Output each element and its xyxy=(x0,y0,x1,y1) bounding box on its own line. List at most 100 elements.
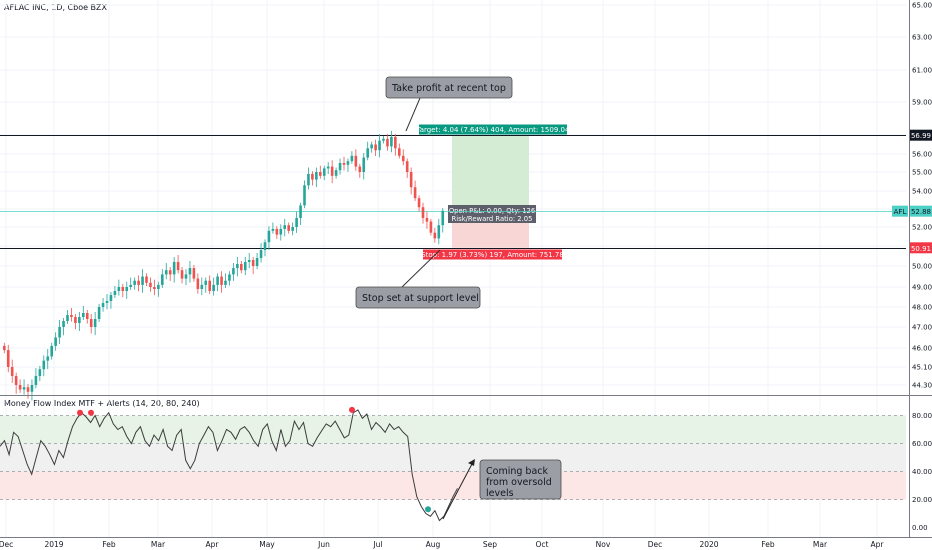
callout-stop-text: Stop set at support level xyxy=(362,293,479,304)
price-tick-label: 61.00 xyxy=(912,67,932,75)
candle-body xyxy=(398,148,401,156)
x-tick-label: Dec xyxy=(0,540,13,549)
price-tick-label: 52.00 xyxy=(912,224,932,232)
candle-body xyxy=(133,280,136,285)
candle-body xyxy=(409,172,413,188)
candle-body xyxy=(6,350,10,367)
candle-body xyxy=(429,221,433,233)
candle-body xyxy=(267,230,271,243)
candle-body xyxy=(413,187,417,199)
candle-body xyxy=(251,260,255,266)
info-line-1: Open P&L: 0.00, Qty: 126 xyxy=(449,207,535,215)
price-tick-label: 46.00 xyxy=(912,345,932,353)
chart-title: AFLAC INC, 1D, Cboe BZX xyxy=(4,3,107,12)
candle-body xyxy=(30,385,34,392)
candle-body xyxy=(271,228,275,231)
candle-body xyxy=(401,155,405,162)
candle-body xyxy=(58,327,61,338)
candle-body xyxy=(85,313,89,319)
candle-body xyxy=(362,157,366,172)
callout-oversold-text: from oversold xyxy=(486,477,552,488)
candle-body xyxy=(236,264,239,269)
candle-body xyxy=(334,170,338,176)
mfi-tick-label: 0.00 xyxy=(912,524,928,532)
x-tick-label: Feb xyxy=(102,540,116,549)
candle-body xyxy=(433,232,437,239)
level-label-top-bg xyxy=(910,129,932,141)
candle-body xyxy=(18,385,22,390)
candle-body xyxy=(243,262,247,271)
candle-body xyxy=(441,210,445,226)
callout-oversold-text: levels xyxy=(486,488,514,499)
price-tick-label: 59.00 xyxy=(912,99,932,107)
candle-body xyxy=(157,284,160,289)
candle-body xyxy=(417,198,421,208)
candle-body xyxy=(228,274,231,281)
candle-body xyxy=(176,262,180,271)
horizontal-lines xyxy=(0,135,906,249)
price-tick-label: 49.00 xyxy=(912,284,932,292)
candle-body xyxy=(425,218,429,222)
price-tick-label: 48.00 xyxy=(912,304,932,312)
candle-body xyxy=(105,301,109,303)
mfi-marker xyxy=(77,409,83,416)
position-tool: Target: 4.04 (7.64%) 404, Amount: 1509.0… xyxy=(416,124,570,260)
x-tick-label: Feb xyxy=(761,540,775,549)
candle-body xyxy=(421,207,425,218)
x-tick-label: Nov xyxy=(596,540,611,549)
mfi-tick-label: 80.00 xyxy=(912,412,932,420)
info-line-2: Risk/Reward Ratio: 2.05 xyxy=(452,215,533,223)
candle-body xyxy=(370,144,373,149)
candle-body xyxy=(283,225,287,229)
candle-body xyxy=(275,228,279,235)
candle-body xyxy=(212,284,215,291)
candle-body xyxy=(405,161,409,172)
neutral-zone xyxy=(0,443,906,472)
candle-body xyxy=(38,369,42,376)
candle-body xyxy=(161,274,164,285)
price-tick-label: 50.00 xyxy=(912,263,932,271)
overbought-zone xyxy=(0,415,906,444)
candle-body xyxy=(319,172,322,176)
level-label-top: 56.99 xyxy=(911,132,931,140)
candle-body xyxy=(42,360,46,370)
candle-body xyxy=(97,307,101,319)
candle-body xyxy=(14,376,18,385)
x-tick-label: Aug xyxy=(426,540,441,549)
mfi-zones xyxy=(0,415,906,500)
callouts: Take profit at recent top Stop set at sup… xyxy=(355,76,562,520)
candle-body xyxy=(315,172,318,180)
candles xyxy=(3,130,445,401)
x-tick-label: Sep xyxy=(483,540,497,549)
level-label-bottom: 50.91 xyxy=(911,245,931,253)
candle-body xyxy=(141,276,144,285)
callout-pointer xyxy=(401,249,441,288)
candle-body xyxy=(311,173,314,180)
candle-body xyxy=(224,280,227,285)
candle-body xyxy=(196,278,200,289)
callout-oversold-box xyxy=(479,459,562,500)
candle-body xyxy=(34,376,38,385)
candle-body xyxy=(78,317,81,323)
candle-body xyxy=(366,148,369,158)
mfi-tick-label: 60.00 xyxy=(912,440,932,448)
candle-body xyxy=(382,138,385,141)
candle-body xyxy=(50,345,53,357)
candle-body xyxy=(168,270,172,275)
mfi-panel xyxy=(0,406,458,522)
candle-body xyxy=(204,280,208,285)
candle-body xyxy=(287,225,290,231)
candle-body xyxy=(358,166,362,172)
price-tick-label: 44.30 xyxy=(912,382,932,390)
price-tick-label: 47.00 xyxy=(912,324,932,332)
candle-body xyxy=(232,268,235,275)
candle-body xyxy=(192,268,196,279)
candle-body xyxy=(338,163,342,171)
candle-body xyxy=(374,144,377,151)
candle-body xyxy=(26,387,30,392)
callout-oversold-text: Coming back xyxy=(486,466,548,477)
candle-body xyxy=(164,270,168,275)
candle-body xyxy=(117,287,121,291)
candle-body xyxy=(255,258,259,266)
